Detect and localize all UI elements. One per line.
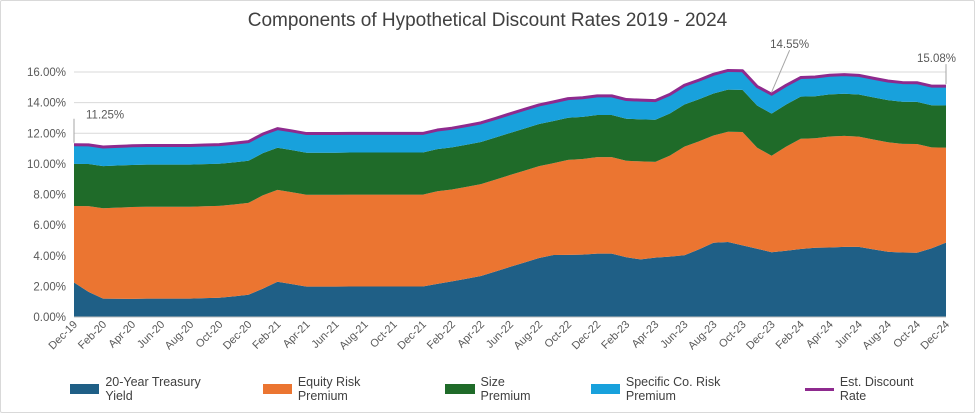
y-tick-label: 16.00%	[27, 67, 66, 79]
y-tick-label: 12.00%	[27, 128, 66, 140]
annotation-label: 15.08%	[917, 53, 956, 65]
legend-label-equity: Equity Risk Premium	[297, 375, 361, 403]
legend-item-size: Size Premium	[445, 375, 556, 403]
legend-swatch-size	[445, 384, 475, 394]
chart-title: Components of Hypothetical Discount Rate…	[247, 10, 728, 31]
x-tick-label: Oct-24	[891, 319, 923, 351]
line-est-discount-rate	[73, 68, 946, 149]
x-tick-label: Jun-21	[309, 319, 341, 351]
chart-legend: 20-Year Treasury Yield Equity Risk Premi…	[70, 375, 975, 403]
y-tick-label: 8.00%	[33, 190, 66, 202]
y-tick-label: 10.00%	[27, 159, 66, 171]
x-tick-label: Apr-21	[281, 319, 313, 351]
annotation-leader	[771, 50, 791, 93]
x-tick-label: Oct-20	[194, 319, 226, 351]
x-tick-label: Dec-24	[919, 319, 953, 353]
y-tick-label: 14.00%	[27, 98, 66, 110]
x-tick-label: Apr-23	[630, 319, 662, 351]
x-tick-label: Apr-20	[106, 319, 138, 351]
area-specific-risk-premium	[74, 70, 946, 167]
y-tick-label: 4.00%	[33, 251, 66, 263]
x-tick-label: Feb-20	[76, 319, 109, 352]
y-tick-label: 0.00%	[33, 312, 66, 324]
legend-label-specific: Specific Co. Risk Premium	[625, 375, 721, 403]
area-size-premium	[74, 89, 946, 209]
legend-item-treasury: 20-Year Treasury Yield	[70, 375, 229, 403]
x-tick-label: Jun-23	[658, 319, 690, 351]
x-tick-label: Aug-24	[860, 319, 894, 353]
x-tick-label: Feb-23	[599, 319, 632, 352]
x-tick-label: Dec-20	[221, 319, 255, 353]
x-tick-label: Feb-24	[774, 319, 807, 352]
x-tick-label: Jun-24	[833, 319, 865, 351]
x-tick-label: Feb-22	[425, 319, 458, 352]
legend-item-discount-rate: Est. Discount Rate	[804, 375, 941, 403]
legend-label-treasury: 20-Year Treasury Yield	[105, 375, 201, 403]
y-tick-label: 2.00%	[33, 281, 66, 293]
x-tick-label: Feb-21	[250, 319, 283, 352]
x-tick-label: Aug-23	[686, 319, 720, 353]
x-tick-label: Aug-21	[337, 319, 371, 353]
x-tick-label: Oct-22	[542, 319, 574, 351]
area-equity-risk-premium	[74, 131, 946, 299]
annotation-label: 11.25%	[86, 110, 124, 122]
legend-swatch-discount-rate	[804, 387, 834, 391]
x-tick-label: Oct-21	[368, 319, 400, 351]
legend-label-discount-rate: Est. Discount Rate	[839, 375, 914, 403]
x-tick-label: Jun-22	[484, 319, 516, 351]
annotation-label: 14.55%	[770, 39, 809, 51]
y-tick-label: 6.00%	[33, 220, 66, 232]
area-treasury-yield	[74, 241, 946, 317]
legend-swatch-treasury	[70, 384, 100, 394]
x-tick-label: Dec-23	[744, 319, 778, 353]
x-tick-label: Jun-20	[135, 319, 167, 351]
x-tick-label: Aug-20	[163, 319, 197, 353]
x-tick-label: Dec-22	[570, 319, 604, 353]
legend-swatch-specific	[590, 384, 620, 394]
legend-item-specific: Specific Co. Risk Premium	[590, 375, 771, 403]
x-tick-label: Oct-23	[717, 319, 749, 351]
legend-item-equity: Equity Risk Premium	[262, 375, 412, 403]
x-tick-label: Apr-24	[804, 319, 836, 351]
legend-label-size: Size Premium	[480, 375, 531, 403]
x-tick-label: Aug-22	[512, 319, 546, 353]
legend-swatch-equity	[262, 384, 292, 394]
x-tick-label: Apr-22	[455, 319, 487, 351]
x-tick-label: Dec-21	[395, 319, 429, 353]
